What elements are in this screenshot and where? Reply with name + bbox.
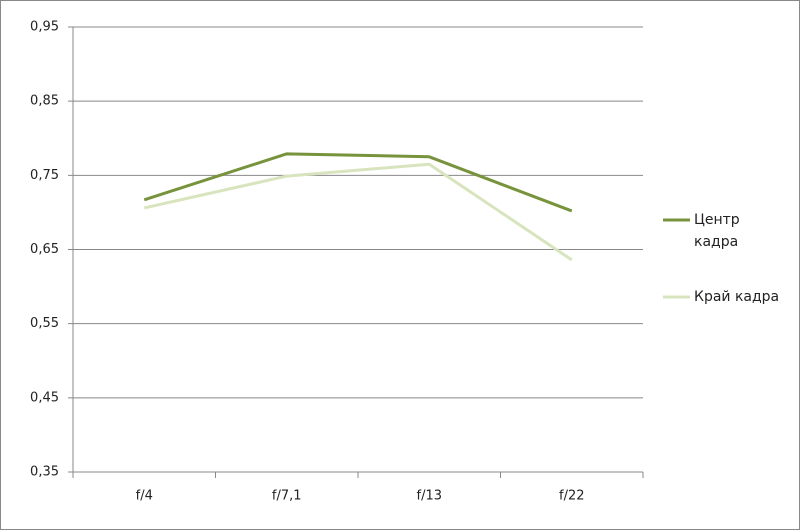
series-line <box>143 162 573 262</box>
y-tick-label: 0,85 <box>30 94 59 109</box>
x-tick-label: f/7,1 <box>272 489 302 504</box>
y-tick-label: 0,75 <box>30 168 59 183</box>
x-tick-label: f/13 <box>417 489 443 504</box>
y-tick-label: 0,65 <box>30 242 59 257</box>
y-tick-label: 0,95 <box>30 20 59 35</box>
y-tick-label: 0,55 <box>30 316 59 331</box>
y-tick-label: 0,45 <box>30 390 59 405</box>
x-tick-label: f/4 <box>136 489 153 504</box>
y-tick-label: 0,35 <box>30 465 59 480</box>
series-line <box>143 152 573 213</box>
legend-label: Центр кадра <box>694 212 740 250</box>
x-tick-label: f/22 <box>559 489 585 504</box>
legend-label: Край кадра <box>694 289 780 305</box>
